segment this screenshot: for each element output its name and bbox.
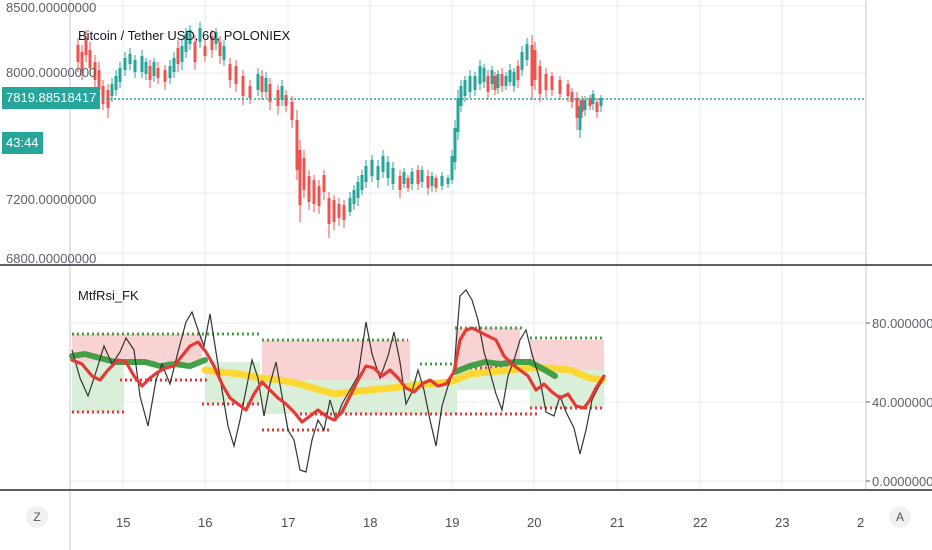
date-label-20: 20	[527, 515, 541, 530]
countdown-badge: 43:44	[2, 132, 43, 154]
date-label-18: 18	[363, 515, 377, 530]
symbol-title[interactable]: Bitcoin / Tether USD, 60, POLONIEX	[78, 28, 291, 43]
main-pane[interactable]: Bitcoin / Tether USD, 60, POLONIEX 8500.…	[6, 0, 866, 266]
scale-label-0: 0.00000000	[872, 474, 932, 489]
date-label-17: 17	[281, 515, 295, 530]
date-label-24: 2	[857, 515, 864, 530]
date-label-21: 21	[610, 515, 624, 530]
price-label-8500: 8500.00000000	[6, 0, 96, 15]
grid	[70, 0, 866, 490]
green-average-line	[69, 350, 558, 379]
auto-scale-button[interactable]: A	[889, 506, 911, 528]
date-label-19: 19	[445, 515, 459, 530]
lower-zone-a	[72, 362, 124, 412]
candles	[76, 22, 603, 238]
price-label-8000: 8000.00000000	[6, 65, 96, 80]
indicator-title[interactable]: MtfRsi_FK	[78, 288, 139, 303]
rsi-main-line	[70, 326, 606, 424]
time-axis[interactable]: 15 16 17 18 19 20 21 22 23 2	[116, 515, 864, 530]
candle-bodies-up	[110, 28, 603, 212]
date-label-23: 23	[775, 515, 789, 530]
indicator-scale: 80.00000000 40.00000000 0.00000000	[866, 316, 932, 489]
date-label-22: 22	[693, 515, 707, 530]
scale-label-40: 40.00000000	[872, 395, 932, 410]
indicator-pane[interactable]: MtfRsi_FK 80.00000000 40.00000000 0.0000…	[69, 288, 932, 489]
date-label-16: 16	[198, 515, 212, 530]
price-label-6800: 6800.00000000	[6, 251, 96, 266]
upper-zone-b	[262, 340, 410, 382]
zoom-toggle-button[interactable]: Z	[26, 506, 48, 528]
current-price-badge: 7819.88518417	[2, 87, 101, 109]
price-label-7200: 7200.00000000	[6, 192, 96, 207]
date-label-15: 15	[116, 515, 130, 530]
candle-bodies-down	[76, 36, 599, 224]
scale-label-80: 80.00000000	[872, 316, 932, 331]
